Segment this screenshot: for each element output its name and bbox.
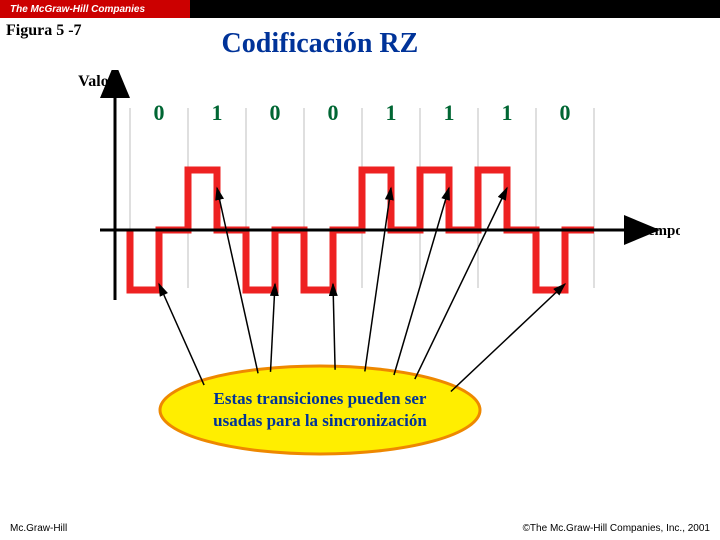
svg-text:1: 1: [502, 100, 513, 125]
svg-text:usadas para la sincronización: usadas para la sincronización: [213, 411, 427, 430]
footer-left: Mc.Graw-Hill: [10, 523, 67, 534]
svg-text:Valor: Valor: [78, 73, 116, 90]
svg-text:Estas transiciones pueden ser: Estas transiciones pueden ser: [214, 389, 427, 408]
header: Figura 5 -7 Codificación RZ: [0, 18, 720, 60]
brand-blackbar: [190, 0, 720, 18]
svg-text:0: 0: [270, 100, 281, 125]
svg-text:1: 1: [386, 100, 397, 125]
svg-text:0: 0: [560, 100, 571, 125]
svg-text:0: 0: [154, 100, 165, 125]
svg-text:1: 1: [212, 100, 223, 125]
page-title: Codificación RZ: [222, 28, 419, 60]
rz-diagram: Valor Tiempo 0 1 0 0 1 1 1 0 Estas transiciones pu…: [40, 70, 680, 480]
svg-text:Tiempo: Tiempo: [634, 223, 680, 239]
footer-right: ©The Mc.Graw-Hill Companies, Inc., 2001: [523, 523, 710, 534]
brand-redbar: The McGraw-Hill Companies: [0, 0, 190, 18]
figure-label: Figura 5 -7: [6, 22, 82, 40]
footer: Mc.Graw-Hill ©The Mc.Graw-Hill Companies…: [0, 523, 720, 534]
svg-text:1: 1: [444, 100, 455, 125]
brand-text: The McGraw-Hill Companies: [10, 4, 145, 15]
svg-text:0: 0: [328, 100, 339, 125]
brand-bar: The McGraw-Hill Companies: [0, 0, 720, 18]
